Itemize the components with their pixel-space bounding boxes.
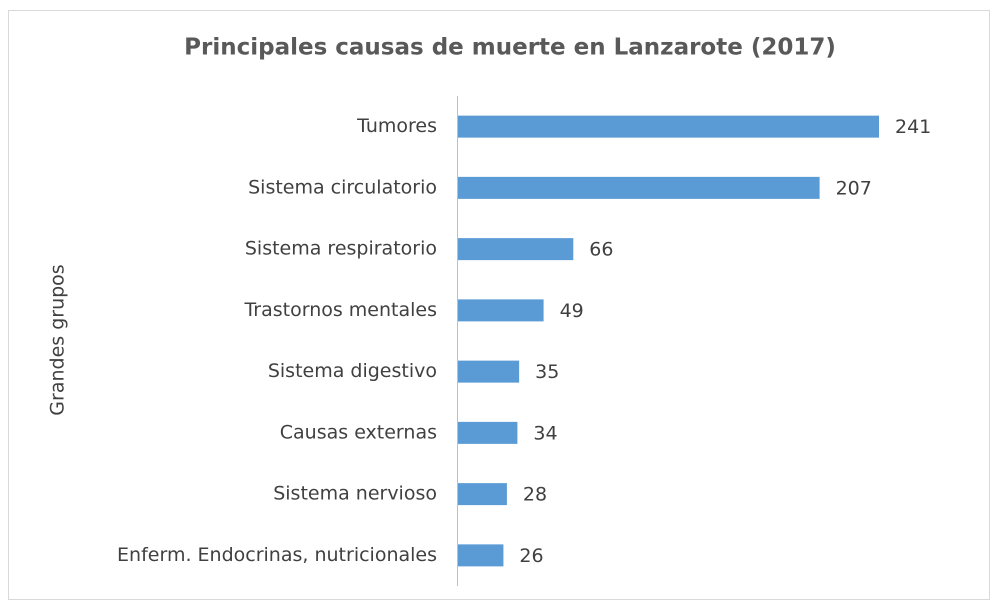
data-label: 34	[533, 422, 557, 444]
bar	[458, 238, 574, 261]
data-label: 207	[836, 177, 872, 199]
bar	[458, 421, 518, 444]
y-tick-label: Sistema digestivo	[268, 360, 437, 382]
data-label: 241	[895, 116, 931, 138]
y-tick-label: Sistema nervioso	[273, 483, 437, 505]
y-axis-label: Grandes grupos	[47, 264, 69, 415]
y-tick-label: Sistema circulatorio	[248, 176, 437, 198]
y-tick-label: Trastornos mentales	[243, 299, 437, 321]
data-label: 49	[560, 300, 584, 322]
bar	[458, 544, 504, 567]
y-tick-label: Causas externas	[280, 421, 437, 443]
bar	[458, 115, 879, 138]
chart-title: Principales causas de muerte en Lanzarot…	[184, 35, 836, 61]
bar	[458, 360, 520, 383]
data-label: 26	[519, 545, 543, 567]
y-tick-label: Tumores	[356, 115, 437, 137]
bar	[458, 176, 820, 199]
data-label: 66	[589, 239, 613, 261]
bar	[458, 299, 544, 322]
y-tick-label: Sistema respiratorio	[245, 238, 437, 260]
bar	[458, 483, 507, 506]
data-label: 35	[535, 361, 559, 383]
data-label: 28	[523, 484, 547, 506]
y-tick-label: Enferm. Endocrinas, nutricionales	[117, 544, 437, 566]
